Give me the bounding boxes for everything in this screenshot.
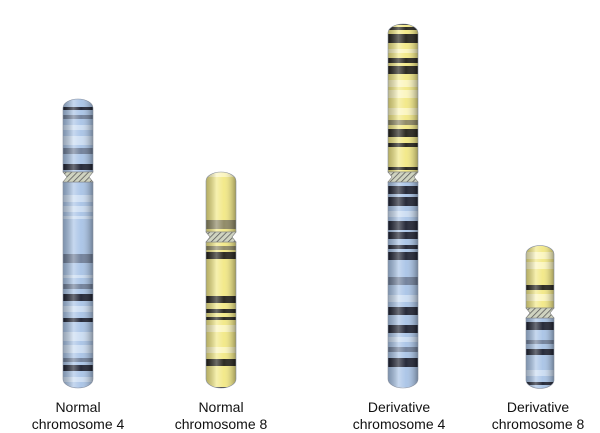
arm-shading bbox=[206, 242, 236, 394]
centromere bbox=[63, 172, 93, 182]
arm-shading bbox=[526, 240, 554, 308]
arm-shading bbox=[63, 182, 93, 394]
chromosome-arm bbox=[526, 240, 554, 308]
arm-shading bbox=[388, 182, 418, 394]
chromosome-arm bbox=[388, 182, 418, 394]
arm-shading bbox=[63, 93, 93, 172]
label: Derivative bbox=[507, 399, 569, 415]
centromere bbox=[206, 232, 236, 242]
chromosome-arm bbox=[63, 93, 93, 172]
label: Normal bbox=[198, 399, 243, 415]
labels: Normal chromosome 4 Normal chromosome 8 … bbox=[32, 399, 585, 432]
chromosomes bbox=[63, 18, 554, 394]
chromosome-arm bbox=[206, 242, 236, 394]
arm-shading bbox=[388, 18, 418, 172]
arm-shading bbox=[206, 166, 236, 232]
label: chromosome 8 bbox=[492, 416, 585, 432]
label: chromosome 8 bbox=[175, 416, 268, 432]
chromosome-arm bbox=[526, 318, 554, 394]
label: Derivative bbox=[368, 399, 430, 415]
chromosome-arm bbox=[388, 18, 418, 172]
karyotype-diagram: Normal chromosome 4 Normal chromosome 8 … bbox=[0, 0, 600, 433]
label: chromosome 4 bbox=[353, 416, 446, 432]
chromosome-arm bbox=[63, 182, 93, 394]
chromosome-arm bbox=[206, 166, 236, 232]
centromere bbox=[388, 172, 418, 182]
centromere bbox=[526, 308, 554, 318]
label: chromosome 4 bbox=[32, 416, 125, 432]
arm-shading bbox=[526, 318, 554, 394]
label: Normal bbox=[55, 399, 100, 415]
